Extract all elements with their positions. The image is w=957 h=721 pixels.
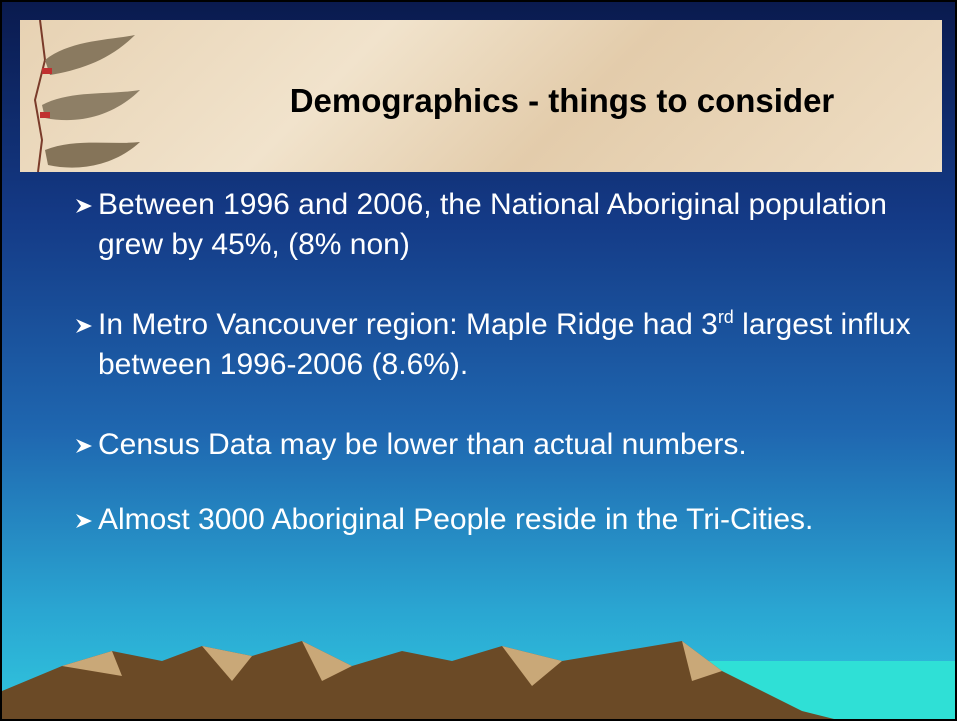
bullet: In Metro Vancouver region: Maple Ridge h… [74,305,924,385]
slide: Demographics - things to consider Betwee… [0,0,957,721]
bullet-arrow [74,512,94,530]
bullet: Census Data may be lower than actual num… [74,425,924,465]
bullet: Between 1996 and 2006, the National Abor… [74,185,924,265]
bullet-text: Between 1996 and 2006, the National Abor… [98,188,887,261]
bullet-text: In Metro Vancouver region: Maple Ridge h… [98,308,718,341]
bullet-arrow [74,197,94,215]
slide-title: Demographics - things to consider [182,82,942,120]
bullet-text: Census Data may be lower than actual num… [98,428,747,461]
bullet-text: Almost 3000 Aboriginal People reside in … [98,503,813,536]
bullet-arrow [74,317,94,335]
feathers [20,20,160,172]
mountains [2,621,957,721]
bullet: Almost 3000 Aboriginal People reside in … [74,500,924,540]
bullet-arrow [74,437,94,455]
superscript: rd [718,307,734,327]
